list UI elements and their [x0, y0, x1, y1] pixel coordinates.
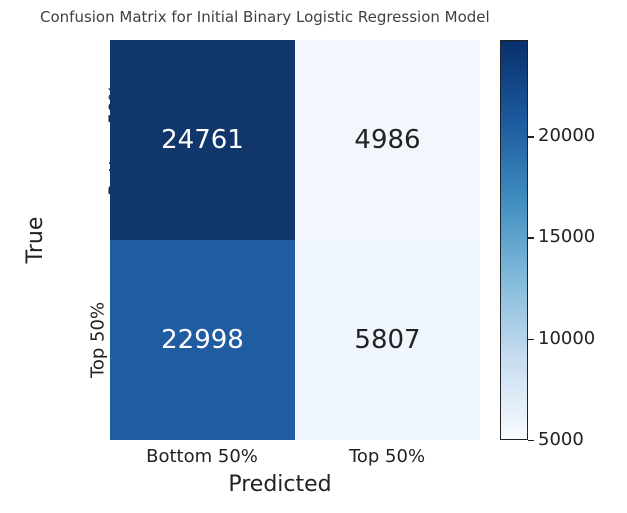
chart-title: Confusion Matrix for Initial Binary Logi… [40, 8, 490, 26]
colorbar-tick-line [528, 339, 534, 341]
confusion-matrix-heatmap: 24761 4986 22998 5807 [110, 40, 480, 440]
colorbar-tick-label: 15000 [538, 226, 595, 247]
cell-0-1: 4986 [295, 40, 480, 240]
x-tick-1: Top 50% [349, 446, 425, 467]
colorbar-tick-label: 10000 [538, 328, 595, 349]
cell-value: 5807 [354, 325, 420, 355]
colorbar-tick-line [528, 237, 534, 239]
cell-1-1: 5807 [295, 240, 480, 440]
x-axis-label: Predicted [228, 472, 331, 497]
x-tick-0: Bottom 50% [146, 446, 258, 467]
cell-0-0: 24761 [110, 40, 295, 240]
colorbar-gradient [501, 41, 527, 439]
colorbar-tick-label: 5000 [538, 429, 584, 450]
colorbar-tick-line [528, 440, 534, 442]
cell-value: 24761 [161, 125, 244, 155]
y-tick-1: Top 50% [88, 302, 109, 378]
y-axis-label: True [23, 217, 48, 264]
cell-value: 22998 [161, 325, 244, 355]
cell-value: 4986 [354, 125, 420, 155]
colorbar [500, 40, 528, 440]
colorbar-tick-line [528, 136, 534, 138]
cell-1-0: 22998 [110, 240, 295, 440]
colorbar-tick-label: 20000 [538, 125, 595, 146]
